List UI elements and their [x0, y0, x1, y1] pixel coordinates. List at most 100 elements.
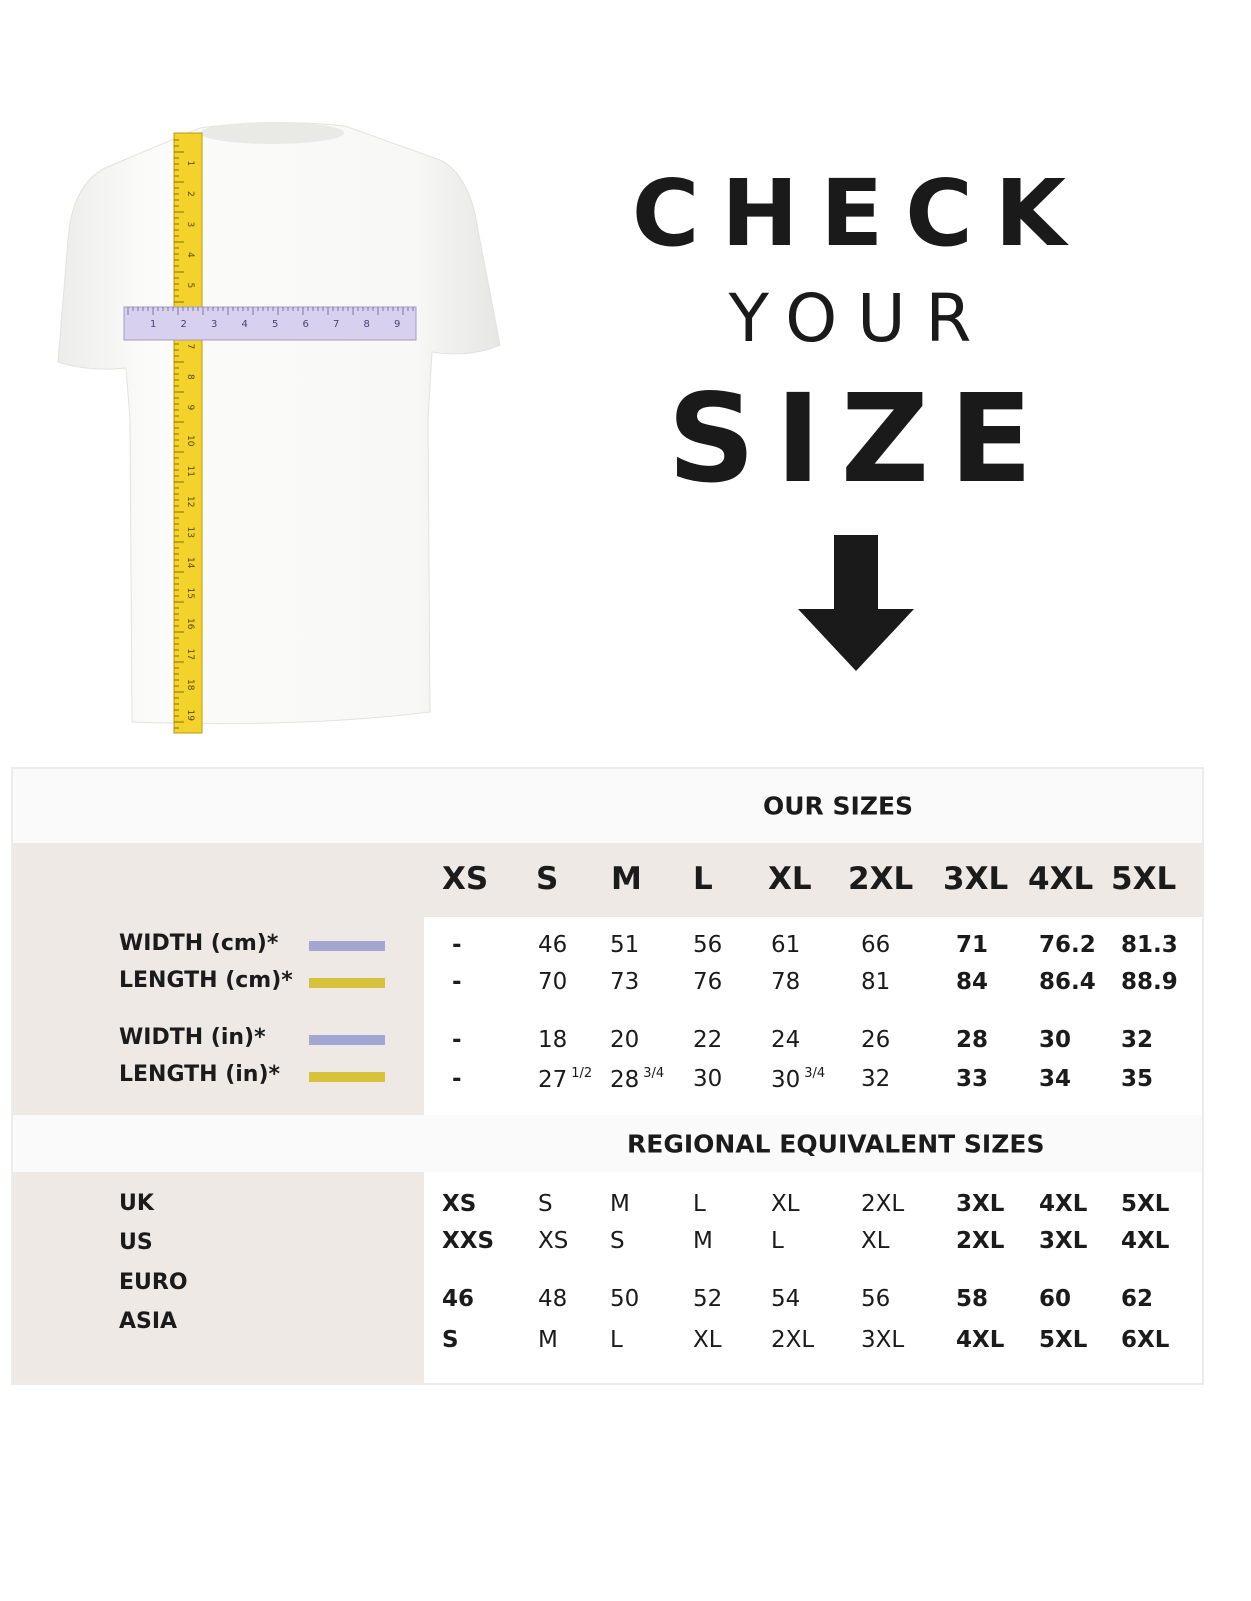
regional-cell: S [610, 1228, 625, 1254]
cell-value: 26 [861, 1027, 891, 1053]
regional-cell: XXS [442, 1228, 495, 1254]
cell-value: 61 [771, 932, 801, 958]
regional-cell: 46 [442, 1286, 475, 1312]
cell-value: 71 [956, 932, 989, 958]
cell-value: 88.9 [1121, 969, 1178, 995]
region-label-us: US [119, 1230, 153, 1255]
measurement-cell: 26 [861, 1027, 890, 1053]
measurement-cell: 28 3/4 [610, 1066, 664, 1093]
width-tape-measure: 1 2 3 4 5 6 7 8 9 [123, 306, 417, 341]
cell-value: 84 [956, 969, 989, 995]
svg-text:6: 6 [303, 319, 309, 330]
cell-fraction: 3/4 [804, 1066, 826, 1081]
measurement-cell: 28 [956, 1027, 988, 1053]
cell-value: 73 [610, 969, 640, 995]
regional-cell: 54 [771, 1286, 801, 1312]
measurement-cell: 33 [956, 1066, 988, 1092]
measurement-cell: 84 [956, 969, 988, 995]
our-sizes-band: OUR SIZES [13, 769, 1202, 843]
regional-cell: 62 [1121, 1286, 1154, 1312]
cell-value: 28 [956, 1027, 989, 1053]
hero-size: SIZE [667, 368, 1053, 510]
regional-cell: 4XL [1121, 1228, 1170, 1254]
svg-text:5: 5 [185, 283, 195, 289]
regional-cell: 4XL [956, 1327, 1005, 1353]
region-label-euro: EURO [119, 1270, 188, 1295]
measurement-cell: 76 [693, 969, 722, 995]
measurement-label: LENGTH (in)* [119, 1062, 281, 1087]
regional-cell: L [610, 1327, 623, 1353]
regional-cell: 4XL [1039, 1191, 1088, 1217]
svg-text:7: 7 [185, 344, 195, 350]
regional-cell: 5XL [1039, 1327, 1088, 1353]
svg-text:13: 13 [185, 527, 195, 538]
svg-text:9: 9 [394, 319, 400, 330]
measurement-cell: 81.3 [1121, 932, 1178, 958]
svg-text:2: 2 [181, 319, 187, 330]
measurement-cell: 35 [1121, 1066, 1153, 1092]
cell-value: 81.3 [1121, 932, 1178, 958]
cell-value: 30 [1039, 1027, 1072, 1053]
measurement-cell: 56 [693, 932, 722, 958]
cell-value: 86.4 [1039, 969, 1096, 995]
measurement-cell: 30 [1039, 1027, 1071, 1053]
regional-cell: XS [442, 1191, 477, 1217]
measurement-cell: 46 [538, 932, 567, 958]
measurement-cell: 76.2 [1039, 932, 1096, 958]
regional-cell: 60 [1039, 1286, 1072, 1312]
cell-value: - [452, 1066, 462, 1092]
arrow-down-icon [798, 535, 914, 671]
size-header-4xl: 4XL [1028, 861, 1094, 897]
cell-value: 30 [693, 1066, 723, 1092]
size-chart-table: OUR SIZES REGIONAL EQUIVALENT SIZES XS S M… [11, 767, 1204, 1385]
width-color-bar [309, 941, 385, 951]
measurement-cell: 34 [1039, 1066, 1071, 1092]
svg-text:3: 3 [211, 319, 217, 330]
regional-cell: 3XL [1039, 1228, 1088, 1254]
svg-text:8: 8 [364, 319, 370, 330]
regional-cell: 56 [861, 1286, 891, 1312]
cell-fraction: 1/2 [571, 1066, 593, 1081]
svg-text:3: 3 [185, 222, 195, 228]
measurement-cell: 32 [861, 1066, 890, 1092]
size-header-xs: XS [442, 861, 489, 897]
regional-cell: XS [538, 1228, 569, 1254]
regional-cell: 5XL [1121, 1191, 1170, 1217]
svg-text:17: 17 [185, 649, 195, 660]
svg-text:4: 4 [242, 319, 248, 330]
regional-band: REGIONAL EQUIVALENT SIZES [13, 1115, 1202, 1172]
regional-cell: 3XL [861, 1327, 905, 1353]
measurement-cell: 32 [1121, 1027, 1153, 1053]
cell-value: 76.2 [1039, 932, 1096, 958]
cell-value: 35 [1121, 1066, 1154, 1092]
measurement-cell: 61 [771, 932, 800, 958]
regional-cell: L [693, 1191, 706, 1217]
cell-value: 70 [538, 969, 568, 995]
cell-value: 81 [861, 969, 891, 995]
regional-cell: 52 [693, 1286, 723, 1312]
tshirt-collar [200, 122, 344, 144]
svg-text:18: 18 [185, 679, 195, 691]
size-header-m: M [611, 861, 642, 897]
cell-value: 78 [771, 969, 801, 995]
regional-cell: S [538, 1191, 553, 1217]
measurement-cell: 78 [771, 969, 800, 995]
svg-text:2: 2 [185, 191, 195, 197]
region-label-uk: UK [119, 1191, 154, 1216]
size-header-5xl: 5XL [1111, 861, 1177, 897]
regional-cell: XL [861, 1228, 890, 1254]
regional-cell: 2XL [861, 1191, 905, 1217]
measurement-cell: - [452, 969, 462, 995]
size-header-l: L [693, 861, 713, 897]
width-color-bar [309, 1035, 385, 1045]
measurement-label: LENGTH (cm)* [119, 968, 293, 993]
regional-cell: S [442, 1327, 459, 1353]
cell-value: 66 [861, 932, 891, 958]
measurement-cell: 86.4 [1039, 969, 1096, 995]
svg-text:19: 19 [185, 710, 195, 722]
regional-panel [424, 1172, 1202, 1383]
size-header-2xl: 2XL [848, 861, 914, 897]
svg-text:7: 7 [333, 319, 339, 330]
measurement-cell: 20 [610, 1027, 639, 1053]
measurement-cell: 18 [538, 1027, 567, 1053]
